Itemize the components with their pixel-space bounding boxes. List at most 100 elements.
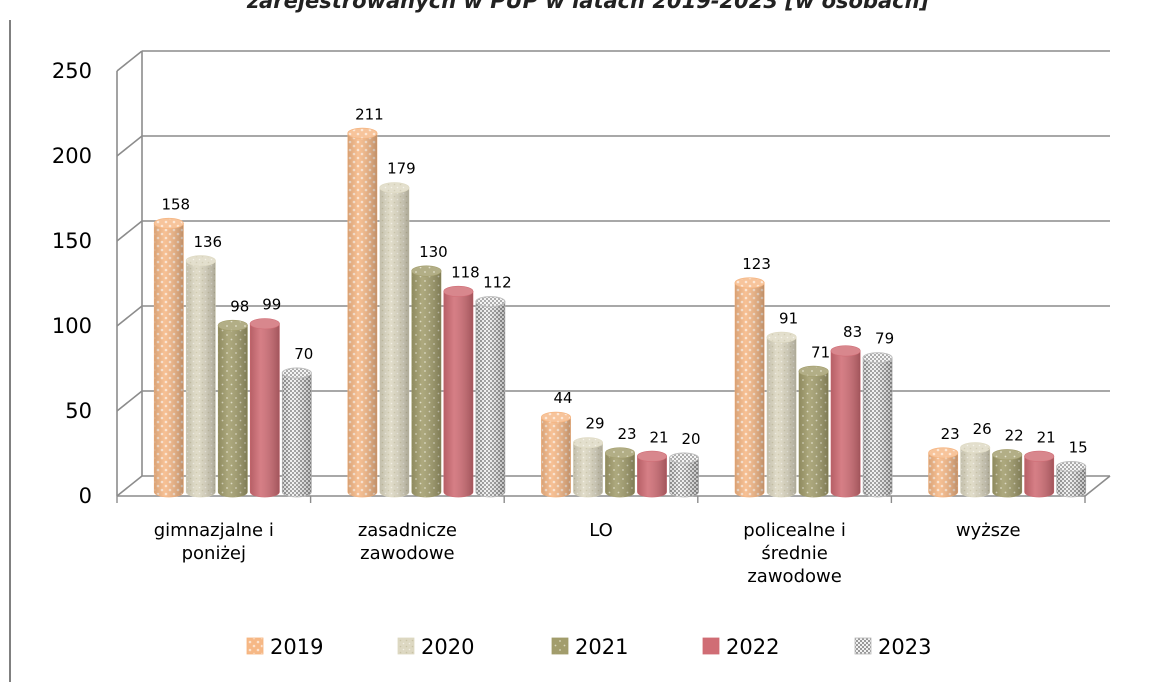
bar-2019-0 <box>153 217 184 498</box>
data-label: 15 <box>1069 439 1088 457</box>
bar-shading <box>863 357 893 497</box>
bar-2022-0 <box>249 318 280 498</box>
bar-top <box>347 127 378 139</box>
bar-shading <box>992 454 1022 497</box>
bar-top-highlight <box>186 255 216 266</box>
legend-swatch <box>702 637 720 655</box>
bar-top <box>1056 461 1087 472</box>
data-label: 21 <box>1037 428 1056 446</box>
bar-top <box>669 452 699 464</box>
bar-top <box>766 331 797 343</box>
bar-top <box>153 217 184 229</box>
bar-top-highlight <box>443 286 473 297</box>
x-category-label: policealne i średnie zawodowe <box>743 520 846 587</box>
data-label: 29 <box>585 415 604 433</box>
gridline-side <box>116 220 143 242</box>
bar-shading <box>669 458 699 497</box>
legend-item-2021: 2021 <box>551 635 628 659</box>
bar-2022-1 <box>443 285 474 498</box>
x-axis-category-labels: gimnazjalne i poniżej zasadnicze zawodowe LO… <box>154 520 1021 587</box>
bar-2023-4 <box>1056 461 1087 498</box>
data-label: 98 <box>230 297 249 315</box>
bar-2023-1 <box>475 296 506 498</box>
bar-2023-3 <box>862 352 893 498</box>
bar-top <box>928 447 959 459</box>
bar-top-highlight <box>799 366 829 377</box>
data-label: 26 <box>973 420 992 438</box>
data-label: 79 <box>875 330 894 348</box>
bar-shading <box>573 442 603 497</box>
bar-shading <box>960 447 990 497</box>
legend-label: 2022 <box>726 635 779 659</box>
bar-top <box>217 319 248 331</box>
bar-top <box>379 182 410 194</box>
bar-top-highlight <box>379 182 409 193</box>
x-category-label: gimnazjalne i poniżej <box>154 520 274 564</box>
bar-top <box>185 255 216 267</box>
bar-2019-2 <box>541 411 571 498</box>
bar-2019-3 <box>734 277 765 498</box>
data-label: 83 <box>843 323 862 341</box>
bar-2023-2 <box>669 452 699 498</box>
bar-top-highlight <box>863 352 893 363</box>
bar-top-highlight <box>735 277 765 288</box>
x-category-label: zasadnicze zawodowe <box>358 520 457 564</box>
data-label: 130 <box>419 243 448 261</box>
bar-shading <box>541 417 571 497</box>
bar-shading <box>928 452 958 497</box>
legend-label: 2021 <box>575 635 628 659</box>
bar-top-highlight <box>411 266 441 276</box>
bar-top-highlight <box>928 447 958 458</box>
data-label: 71 <box>811 343 830 361</box>
y-tick-label: 0 <box>79 484 92 508</box>
data-label: 20 <box>681 430 700 448</box>
bars <box>153 127 1087 498</box>
bar-2021-2 <box>605 447 635 498</box>
bar-2021-4 <box>992 449 1023 498</box>
data-label: 118 <box>451 263 480 281</box>
data-label: 99 <box>262 296 281 314</box>
bar-shading <box>347 133 377 498</box>
bar-top <box>541 411 571 423</box>
bar-top-highlight <box>154 218 184 229</box>
legend-swatch <box>854 637 872 655</box>
legend-label: 2019 <box>270 635 323 659</box>
floor-edge <box>1084 475 1111 497</box>
bar-top <box>475 296 506 308</box>
bar-shading <box>605 452 635 497</box>
bar-top-highlight <box>767 332 797 343</box>
bar-top-highlight <box>831 345 861 356</box>
bar-shading <box>799 371 829 497</box>
data-label: 70 <box>294 345 313 363</box>
bar-top-highlight <box>347 128 377 139</box>
bar-2021-3 <box>798 365 829 498</box>
bar-shading <box>186 260 216 497</box>
bar-shading <box>1056 466 1086 497</box>
legend-item-2019: 2019 <box>246 635 323 659</box>
data-label: 136 <box>193 233 222 251</box>
bar-top-highlight <box>605 447 635 458</box>
data-label: 21 <box>649 428 668 446</box>
bar-2020-0 <box>185 255 216 498</box>
bar-top <box>443 285 474 297</box>
bar-shading <box>411 271 441 497</box>
bar-shading <box>1024 456 1054 497</box>
bar-2021-1 <box>411 265 442 498</box>
bar-shading <box>379 187 409 497</box>
bar-2019-1 <box>347 127 378 498</box>
y-tick-label: 200 <box>52 144 92 168</box>
bar-top-highlight <box>218 320 248 331</box>
bar-shading <box>735 282 765 497</box>
data-label: 23 <box>941 425 960 443</box>
bar-2019-4 <box>928 447 959 498</box>
legend-label: 2023 <box>878 635 931 659</box>
bar-top <box>960 442 991 454</box>
bar-shading <box>475 301 505 497</box>
y-axis-ticks: 0 50 100 150 200 250 <box>52 59 92 508</box>
bar-top <box>992 449 1023 461</box>
bar-top <box>573 437 603 449</box>
x-category-label: LO <box>589 520 613 541</box>
legend-swatch <box>246 637 264 655</box>
bar-shading <box>443 291 473 497</box>
